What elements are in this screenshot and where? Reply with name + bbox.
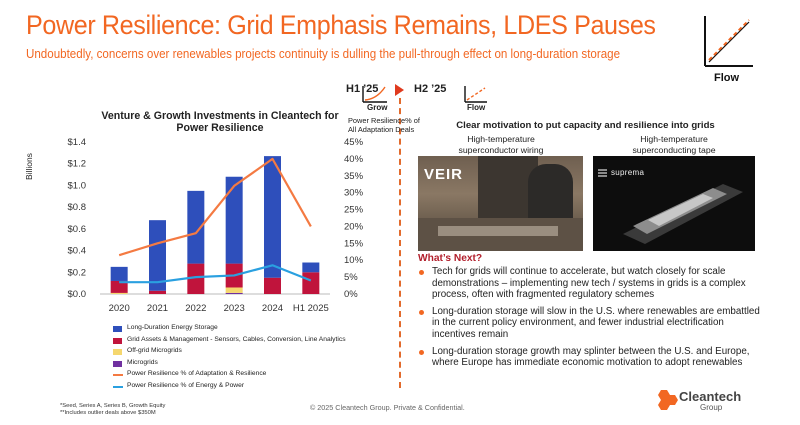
legend-swatch (113, 374, 123, 377)
whats-next-list: Tech for grids will continue to accelera… (418, 266, 760, 374)
y2-tick-label: 30% (344, 188, 364, 199)
footnote-1: *Seed, Series A, Series B, Growth Equity (60, 403, 166, 409)
series-line (119, 264, 312, 284)
transition-arrow-icon (395, 84, 404, 96)
flow-label: Flow (714, 72, 740, 84)
legend-swatch (113, 337, 122, 344)
y2-tick-label: 5% (344, 272, 358, 283)
grow-label: Grow (367, 103, 388, 112)
flow-small-icon (464, 86, 487, 103)
bullet-item: Tech for grids will continue to accelera… (418, 266, 760, 301)
bar-segment (187, 263, 205, 294)
legend-label: Grid Assets & Management - Sensors, Cabl… (127, 335, 346, 343)
y2-tick-label: 20% (344, 221, 364, 232)
bar-segment (110, 266, 128, 281)
chart-right-axis-title: Power Resilience% of All Adaptation Deal… (348, 116, 420, 134)
legend-label: Off-grid Microgrids (127, 347, 182, 355)
x-tick-label: 2024 (262, 303, 283, 314)
image1-caption: High-temperature superconductor wiring (458, 134, 544, 155)
bar-segment (225, 287, 243, 293)
y-tick-label: $1.0 (68, 180, 87, 191)
bar-segment (110, 292, 128, 294)
legend-swatch (113, 349, 122, 356)
series-line (118, 157, 312, 257)
cleantech-logo: Cleantech Group (655, 387, 765, 415)
bar-segment (187, 190, 205, 264)
y2-tick-label: 40% (344, 154, 364, 165)
bar-segment (302, 272, 320, 294)
footnote-2: **Includes outlier deals above $350M (60, 410, 156, 416)
whats-next-heading: What’s Next? (418, 253, 483, 264)
y2-tick-label: 45% (344, 137, 364, 148)
investment-chart: $0.0 $0.2 $0.4 $0.6 $0.8 $1.0 $1.2 $1.4 0% 5% 10% 1… (68, 137, 364, 314)
bullet-item: Long-duration storage will slow in the U… (418, 306, 760, 341)
veir-logo: VEIR (424, 166, 464, 183)
legend-swatch (113, 385, 123, 388)
page-subtitle: Undoubtedly, concerns over renewables pr… (26, 47, 621, 61)
h1-label: H1 ’25 (346, 83, 379, 95)
y-tick-label: $0.0 (68, 289, 87, 300)
y2-tick-label: 35% (344, 171, 364, 182)
legend-label: Power Resilience % of Energy & Power (127, 381, 245, 389)
footnotes: *Seed, Series A, Series B, Growth Equity… (60, 403, 165, 417)
copyright-text: © 2025 Cleantech Group. Private & Confid… (310, 403, 465, 412)
legend-swatch (113, 360, 122, 367)
bar-segment (225, 176, 243, 264)
veir-wiring-photo: VEIR (418, 156, 583, 251)
flow-trend-icon (704, 16, 753, 67)
y-tick-label: $0.4 (68, 246, 87, 257)
bullet-item: Long-duration storage growth may splinte… (418, 346, 760, 369)
bar-segment (110, 280, 128, 293)
bar-segment (225, 292, 243, 294)
x-tick-label: 2021 (147, 303, 168, 314)
legend-swatch (113, 326, 122, 332)
y2-tick-label: 0% (344, 289, 358, 300)
page-title: Power Resilience: Grid Emphasis Remains,… (26, 10, 656, 40)
image2-caption: High-temperature superconducting tape (632, 134, 716, 155)
h2-label: H2 ’25 (414, 83, 447, 95)
x-tick-label: H1 2025 (293, 303, 329, 314)
hexagon-logo-icon (658, 390, 678, 410)
brand-name: Cleantech (679, 389, 742, 404)
right-panel-heading: Clear motivation to put capacity and res… (456, 120, 715, 131)
x-tick-label: 2020 (109, 303, 130, 314)
grow-trend-icon (362, 86, 387, 103)
bar-segment (302, 262, 320, 273)
legend-label: Microgrids (127, 358, 158, 366)
brand-sub: Group (700, 403, 723, 412)
suprema-tape-photo: suprema (593, 156, 755, 251)
superconducting-tape-graphic (598, 169, 743, 244)
y2-tick-label: 10% (344, 255, 364, 266)
y-tick-label: $0.6 (68, 224, 87, 235)
bar-segment (264, 156, 281, 278)
y2-tick-label: 25% (344, 205, 364, 216)
y-tick-label: $1.2 (68, 159, 87, 170)
legend-label: Power Resilience % of Adaptation & Resil… (127, 370, 267, 378)
y2-tick-label: 15% (344, 238, 364, 249)
section-divider (399, 98, 401, 388)
y-tick-label: $1.4 (68, 137, 87, 148)
y-tick-label: $0.2 (68, 267, 87, 278)
bar-segment (264, 277, 281, 294)
chart-title: Venture & Growth Investments in Cleantec… (101, 110, 339, 134)
flow-small-label: Flow (467, 103, 486, 112)
bar-segment (149, 290, 166, 294)
x-tick-label: 2022 (185, 303, 206, 314)
suprema-logo: suprema (611, 168, 645, 177)
y-tick-label: $0.8 (68, 202, 87, 213)
x-tick-label: 2023 (224, 303, 245, 314)
legend-label: Long-Duration Energy Storage (127, 324, 218, 331)
bar-segment (149, 220, 166, 291)
